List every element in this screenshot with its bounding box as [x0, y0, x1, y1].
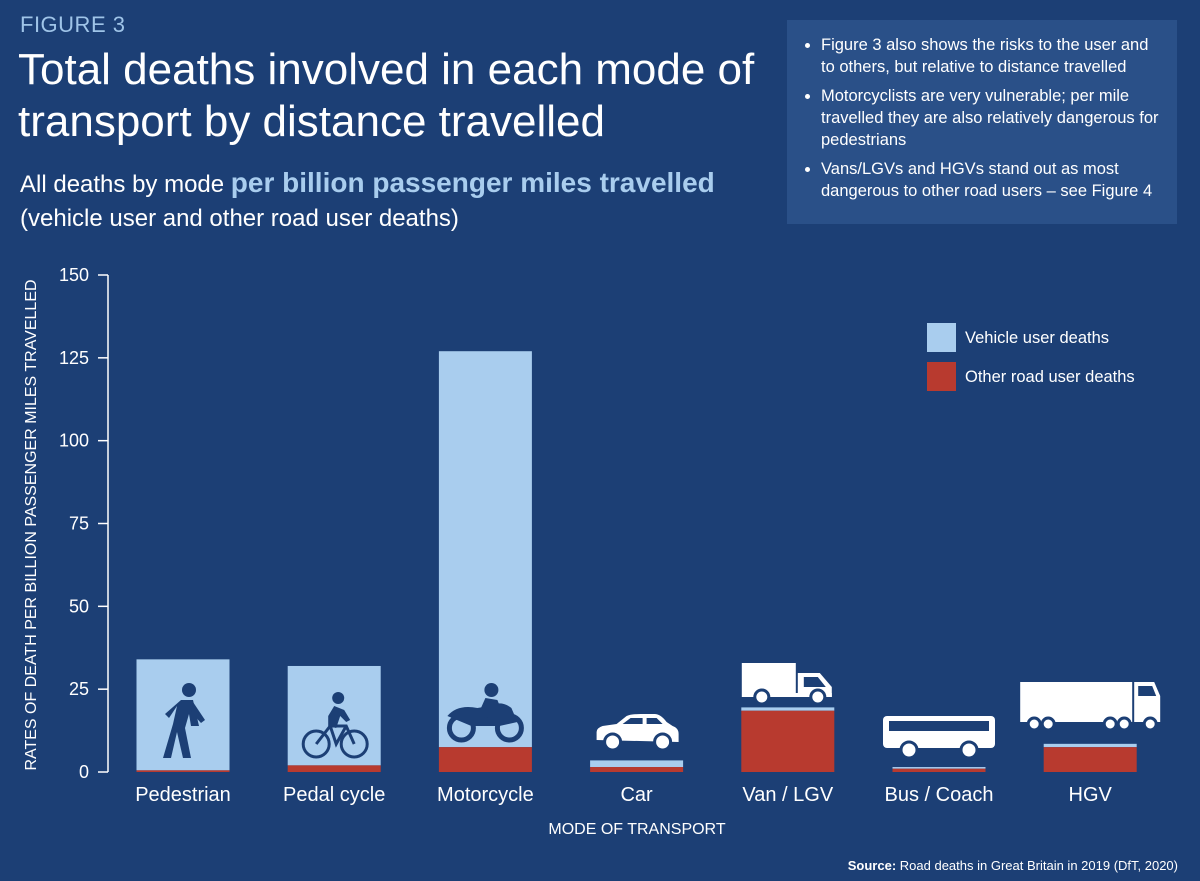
bar-vehicle-user-6 [1043, 743, 1137, 748]
chart-title: Total deaths involved in each mode of tr… [18, 45, 755, 146]
x-tick-label: Motorcycle [437, 784, 534, 806]
y-tick-label: 75 [69, 514, 89, 534]
walking-person-icon [163, 683, 205, 758]
bar-vehicle-user-2 [438, 351, 532, 748]
y-tick-label: 0 [79, 762, 89, 782]
y-tick-label: 50 [69, 596, 89, 616]
hgv-truck-icon [1020, 682, 1161, 732]
cyclist-icon [301, 692, 369, 759]
legend-swatch-vehicle-user [927, 323, 956, 352]
y-tick-label: 25 [69, 679, 89, 699]
y-axis: 0 25 50 75 100 125 150 [59, 265, 109, 782]
subtitle-suffix: (vehicle user and other road user deaths… [20, 205, 459, 232]
y-tick-label: 100 [59, 431, 89, 451]
bar-other-road-user-0 [136, 770, 230, 772]
subtitle-prefix: All deaths by mode [20, 171, 231, 198]
source-text: Road deaths in Great Britain in 2019 (Df… [899, 858, 1178, 873]
legend-swatch-other-road-user [927, 362, 956, 391]
x-tick-label: HGV [1069, 784, 1113, 806]
notes-list: Figure 3 also shows the risks to the use… [801, 34, 1163, 202]
bar-vehicle-user-3 [590, 760, 684, 768]
x-axis-labels: Pedestrian Pedal cycle Motorcycle Car Van / … [135, 784, 1112, 806]
note-item: Vans/LGVs and HGVs stand out as most dan… [821, 158, 1163, 202]
bars-layer [136, 351, 1137, 772]
notes-box: Figure 3 also shows the risks to the use… [787, 20, 1177, 224]
subtitle-highlight: per billion passenger miles travelled [230, 167, 715, 198]
x-tick-label: Pedal cycle [283, 784, 385, 806]
bar-other-road-user-5 [892, 768, 986, 772]
legend-label-other-road-user: Other road user deaths [965, 368, 1135, 386]
icons-layer [163, 663, 1161, 760]
car-icon [596, 714, 679, 752]
x-tick-label: Pedestrian [135, 784, 231, 806]
bar-vehicle-user-5 [892, 767, 986, 769]
note-item: Motorcyclists are very vulnerable; per m… [821, 85, 1163, 151]
van-icon [741, 663, 832, 706]
legend-label-vehicle-user: Vehicle user deaths [965, 329, 1109, 347]
bar-other-road-user-4 [741, 710, 835, 772]
bar-other-road-user-3 [590, 767, 684, 772]
x-axis-title: MODE OF TRANSPORT [548, 821, 725, 838]
legend: Vehicle user deaths Other road user deat… [927, 323, 1135, 391]
bar-other-road-user-1 [287, 765, 381, 772]
x-tick-label: Bus / Coach [885, 784, 994, 806]
figure-label: FIGURE 3 [20, 12, 126, 37]
bar-other-road-user-2 [438, 747, 532, 772]
source-note: Source: Road deaths in Great Britain in … [848, 858, 1178, 873]
note-item: Figure 3 also shows the risks to the use… [821, 34, 1163, 78]
motorcyclist-icon [446, 683, 524, 743]
y-tick-label: 125 [59, 348, 89, 368]
x-tick-label: Car [620, 784, 653, 806]
chart-subtitle: All deaths by mode per billion passenger… [20, 166, 780, 236]
bar-other-road-user-6 [1043, 747, 1137, 772]
y-tick-label: 150 [59, 265, 89, 285]
bus-icon [883, 716, 995, 760]
source-label: Source: [847, 858, 897, 873]
bar-vehicle-user-4 [741, 707, 835, 711]
y-axis-title: RATES OF DEATH PER BILLION PASSENGER MIL… [23, 279, 40, 770]
x-tick-label: Van / LGV [742, 784, 833, 806]
